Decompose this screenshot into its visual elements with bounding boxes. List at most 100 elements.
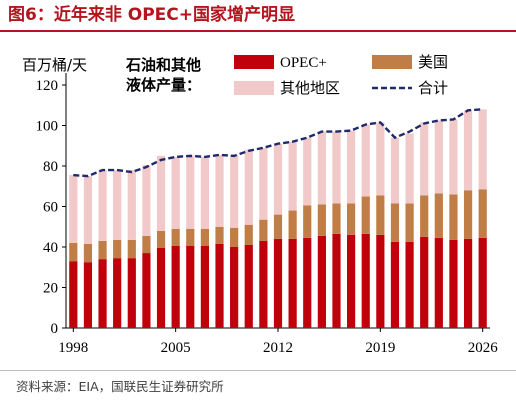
bar-segment	[156, 155, 166, 231]
bar-segment	[332, 233, 341, 328]
bar-segment	[332, 203, 341, 234]
x-tick-label: 2026	[468, 340, 499, 356]
bar-segment	[83, 176, 93, 244]
bar-segment	[98, 259, 107, 328]
legend-label: OPEC+	[280, 55, 327, 71]
bar-segment	[390, 203, 400, 242]
source-note: 资料来源：EIA，国联民生证券研究所	[16, 379, 224, 394]
bar-segment	[259, 219, 268, 241]
bar-segment	[244, 244, 253, 328]
bar-segment	[98, 240, 107, 260]
y-tick-label: 120	[36, 78, 59, 94]
bar-segment	[142, 235, 151, 254]
bar-segment	[478, 189, 487, 238]
bar-segment	[259, 240, 268, 328]
bar-segment	[332, 131, 341, 204]
bar-segment	[347, 130, 356, 204]
bar-segment	[127, 239, 136, 259]
bar-segment	[361, 233, 370, 328]
bar-segment	[200, 228, 209, 246]
bar-segment	[113, 258, 122, 328]
bar-segment	[303, 137, 312, 206]
bar-segment	[303, 205, 312, 238]
bars-layer	[69, 109, 487, 329]
chart-title-line-2: 液体产量：	[126, 76, 201, 94]
bar-segment	[186, 155, 195, 229]
bar-segment	[186, 228, 195, 246]
total-series-line	[73, 108, 483, 178]
bar-segment	[215, 226, 224, 244]
bar-segment	[288, 141, 297, 211]
x-tick-label: 1998	[58, 340, 88, 356]
bar-segment	[230, 154, 239, 228]
bar-segment	[230, 247, 239, 328]
bar-segment	[288, 238, 297, 328]
y-tick-label: 0	[51, 321, 59, 337]
y-tick-label: 60	[43, 200, 58, 216]
y-tick-label: 100	[36, 119, 59, 135]
bar-segment	[273, 214, 283, 239]
bar-segment	[186, 245, 195, 328]
title-rule	[0, 30, 516, 32]
bar-segment	[273, 143, 283, 215]
bar-segment	[376, 234, 385, 328]
bar-segment	[156, 248, 166, 328]
bar-segment	[156, 230, 166, 249]
bar-segment	[478, 237, 487, 328]
production-chart: 0 20 40 60 80 100 120 1998 2005 2012 2019 2026 百万桶/天…	[22, 53, 498, 356]
bar-segment	[390, 241, 400, 328]
labels-layer: 0 20 40 60 80 100 120 1998 2005 2012 2019 2026 百万桶/天…	[22, 56, 498, 356]
bar-segment	[273, 238, 283, 328]
bar-segment	[215, 154, 224, 227]
bar-segment	[215, 243, 224, 328]
bar-segment	[463, 110, 473, 191]
bar-segment	[434, 193, 443, 238]
bar-segment	[434, 120, 443, 194]
bar-segment	[449, 194, 458, 240]
bar-segment	[171, 245, 180, 328]
bar-segment	[405, 241, 414, 328]
source-rule	[0, 370, 516, 371]
bar-segment	[317, 235, 326, 328]
y-tick-label: 40	[43, 240, 58, 256]
bar-segment	[142, 253, 151, 328]
bar-segment	[317, 204, 326, 236]
bar-segment	[69, 261, 78, 328]
legend-label: 美国	[418, 53, 448, 71]
x-tick-label: 2005	[161, 340, 191, 356]
bar-segment	[83, 262, 93, 328]
bar-segment	[405, 133, 414, 204]
unit-label: 百万桶/天	[22, 56, 87, 74]
bar-segment	[463, 238, 473, 328]
bar-segment	[142, 164, 151, 236]
bar-segment	[98, 170, 107, 241]
chart-title-line-1: 石油和其他	[125, 56, 201, 74]
bar-segment	[347, 234, 356, 328]
bar-segment	[405, 203, 414, 242]
bar-segment	[361, 124, 370, 197]
legend-label: 合计	[418, 79, 448, 97]
bar-segment	[244, 224, 253, 245]
legend-swatch	[372, 55, 412, 69]
x-tick-label: 2019	[365, 340, 395, 356]
total-line-layer	[73, 108, 483, 178]
bar-segment	[449, 119, 458, 195]
bar-segment	[171, 228, 180, 246]
bar-segment	[83, 243, 93, 263]
legend-label: 其他地区	[280, 79, 340, 97]
bar-segment	[69, 175, 78, 243]
bar-segment	[434, 237, 443, 328]
bar-segment	[127, 258, 136, 328]
bar-segment	[200, 156, 209, 229]
bar-segment	[420, 195, 429, 237]
y-tick-label: 80	[43, 159, 58, 175]
bar-segment	[317, 131, 326, 205]
bar-segment	[230, 227, 239, 247]
x-tick-label: 2012	[263, 340, 293, 356]
bar-segment	[113, 170, 122, 240]
bar-segment	[478, 109, 487, 190]
bar-segment	[463, 190, 473, 239]
bar-segment	[259, 147, 268, 220]
bar-segment	[303, 237, 312, 328]
